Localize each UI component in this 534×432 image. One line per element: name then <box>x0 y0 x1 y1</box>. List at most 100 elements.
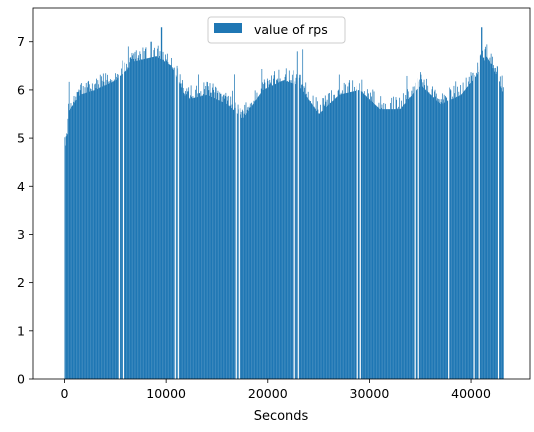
bar-174 <box>170 65 172 380</box>
bar-243 <box>212 83 214 380</box>
bar-189 <box>179 74 181 379</box>
bar-256 <box>220 93 222 379</box>
bar-269 <box>228 105 230 379</box>
bar-124 <box>140 53 141 379</box>
bar-gap-9 <box>359 8 361 379</box>
bar-297 <box>245 102 247 379</box>
bar-255 <box>220 93 221 380</box>
bar-605 <box>433 97 435 380</box>
bar-36 <box>86 92 88 380</box>
bar-399 <box>307 91 309 379</box>
bar-217 <box>196 97 198 379</box>
legend-box <box>207 16 346 44</box>
bar-160 <box>162 59 163 380</box>
bar-426 <box>324 106 326 379</box>
bar-193 <box>182 80 183 380</box>
bar-153 <box>157 45 159 380</box>
bar-314 <box>255 99 257 379</box>
bar-380 <box>296 74 297 379</box>
bar-4 <box>66 134 68 379</box>
bar-521 <box>382 109 383 380</box>
bar-515 <box>378 102 380 379</box>
bar-624 <box>445 95 446 379</box>
bar-254 <box>219 92 221 379</box>
bar-172 <box>169 64 171 379</box>
bar-15 <box>73 95 75 380</box>
bar-388 <box>301 84 302 379</box>
bar-317 <box>257 96 259 379</box>
bar-277 <box>233 109 235 380</box>
bar-692 <box>486 44 488 379</box>
bar-26 <box>80 84 82 379</box>
bar-352 <box>279 81 280 380</box>
bar-253 <box>218 100 220 380</box>
bar-571 <box>412 86 414 380</box>
bar-563 <box>407 91 409 379</box>
bar-548 <box>398 109 400 380</box>
bar-611 <box>437 98 438 379</box>
bar-458 <box>343 82 345 379</box>
bar-132 <box>145 48 146 379</box>
bar-342 <box>273 78 274 380</box>
bar-587 <box>422 82 424 379</box>
bar-106 <box>129 62 130 379</box>
bar-661 <box>467 86 469 379</box>
bar-455 <box>341 90 343 380</box>
y-tick-label: 6 <box>17 82 25 97</box>
bar-602 <box>431 89 433 379</box>
bar-267 <box>227 100 229 379</box>
bar-392 <box>303 86 305 379</box>
bar-118 <box>136 60 138 380</box>
bar-603 <box>432 86 433 379</box>
bar-645 <box>457 96 459 380</box>
bar-547 <box>398 106 399 379</box>
bar-146 <box>153 50 155 379</box>
bar-497 <box>367 97 369 379</box>
bar-568 <box>410 96 412 380</box>
bar-159 <box>161 27 163 380</box>
bar-59 <box>100 87 102 379</box>
bar-689 <box>484 49 486 380</box>
bar-29 <box>82 93 83 380</box>
bar-526 <box>385 103 386 379</box>
bar-703 <box>493 65 494 379</box>
bar-279 <box>234 107 236 379</box>
bar-205 <box>189 98 191 379</box>
bar-596 <box>427 92 429 379</box>
bar-498 <box>368 93 369 380</box>
bar-367 <box>288 81 290 379</box>
bar-710 <box>497 67 499 380</box>
bar-542 <box>395 109 396 380</box>
bar-430 <box>326 99 328 380</box>
bar-337 <box>270 82 271 380</box>
bar-83 <box>115 73 116 380</box>
bar-487 <box>361 79 363 379</box>
bar-457 <box>343 93 344 379</box>
bar-541 <box>394 109 396 380</box>
bar-293 <box>243 117 244 379</box>
bar-315 <box>256 92 258 379</box>
bar-170 <box>168 63 169 379</box>
bar-268 <box>227 95 229 379</box>
bar-514 <box>377 107 379 379</box>
bar-536 <box>391 97 393 379</box>
bar-61 <box>101 80 103 380</box>
bar-402 <box>309 101 311 379</box>
bar-601 <box>431 95 432 379</box>
bar-248 <box>215 87 217 379</box>
bar-251 <box>217 90 219 379</box>
bar-697 <box>489 57 491 379</box>
bar-528 <box>386 109 388 380</box>
bar-500 <box>369 99 371 380</box>
bar-503 <box>371 96 372 379</box>
bar-535 <box>390 109 392 380</box>
bar-213 <box>194 97 196 380</box>
bar-469 <box>350 91 352 379</box>
bar-706 <box>495 67 496 379</box>
bar-456 <box>342 93 344 380</box>
bar-16 <box>74 102 75 379</box>
bar-421 <box>321 111 322 380</box>
bar-148 <box>154 56 156 379</box>
bar-428 <box>325 101 327 379</box>
